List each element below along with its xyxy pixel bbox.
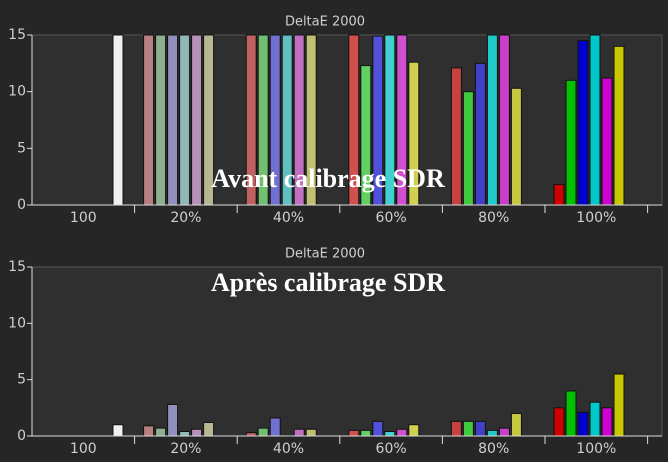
y-tick-label: 15 <box>8 259 26 275</box>
x-tick-label: 100 <box>70 441 97 457</box>
bar <box>179 430 191 437</box>
bar <box>510 87 522 206</box>
plot-area <box>31 34 663 206</box>
bar <box>155 427 167 437</box>
annotation: Après calibrage SDR <box>211 268 445 297</box>
bar <box>191 34 203 206</box>
bar <box>462 420 474 437</box>
x-tick-label: 40% <box>273 210 304 226</box>
bar <box>143 425 155 437</box>
y-tick-label: 15 <box>8 27 26 43</box>
bar <box>396 428 408 437</box>
bar <box>269 417 281 437</box>
chart-title: DeltaE 2000 <box>285 15 365 30</box>
bar <box>601 77 613 206</box>
bar <box>245 432 257 437</box>
annotation: Avant calibrage SDR <box>211 164 445 193</box>
bar <box>486 34 498 206</box>
y-tick-label: 10 <box>8 315 26 331</box>
bar <box>474 62 486 206</box>
bar <box>613 45 625 206</box>
chart-title: DeltaE 2000 <box>285 247 365 262</box>
bar <box>372 420 384 437</box>
x-tick-label: 20% <box>170 441 201 457</box>
bar <box>462 91 474 206</box>
bar <box>348 429 360 437</box>
bar <box>179 34 191 206</box>
x-tick-label: 60% <box>376 441 407 457</box>
x-tick-label: 100% <box>576 441 616 457</box>
bar <box>577 411 589 437</box>
x-tick-label: 80% <box>478 441 509 457</box>
x-tick-label: 20% <box>170 210 201 226</box>
bar <box>613 373 625 437</box>
bar <box>450 420 462 437</box>
y-tick-label: 5 <box>17 372 26 388</box>
bar <box>143 34 155 206</box>
bar <box>450 67 462 206</box>
bar <box>112 34 124 206</box>
bar <box>553 184 565 206</box>
bar <box>474 420 486 437</box>
bar <box>167 34 179 206</box>
bar <box>589 401 601 437</box>
bar <box>565 390 577 437</box>
bar <box>486 429 498 437</box>
bar <box>155 34 167 206</box>
bar <box>553 407 565 437</box>
bar <box>510 412 522 437</box>
y-tick-label: 5 <box>17 140 26 156</box>
bar <box>601 407 613 437</box>
x-tick-label: 80% <box>478 210 509 226</box>
bar <box>577 40 589 206</box>
bar <box>257 427 269 437</box>
bar <box>167 403 179 437</box>
bar <box>498 427 510 437</box>
bar <box>203 421 215 437</box>
y-tick-label: 0 <box>17 197 26 213</box>
bar <box>293 428 305 437</box>
bar <box>112 424 124 437</box>
bar <box>565 79 577 206</box>
x-tick-label: 40% <box>273 441 304 457</box>
bar <box>408 424 420 437</box>
bar <box>305 428 317 437</box>
bar <box>384 430 396 437</box>
y-tick-label: 10 <box>8 84 26 100</box>
x-tick-label: 60% <box>376 210 407 226</box>
x-tick-label: 100% <box>576 210 616 226</box>
bar <box>360 429 372 437</box>
x-tick-label: 100 <box>70 210 97 226</box>
y-tick-label: 0 <box>17 428 26 444</box>
bar <box>498 34 510 206</box>
bar <box>191 428 203 437</box>
bar <box>589 34 601 206</box>
